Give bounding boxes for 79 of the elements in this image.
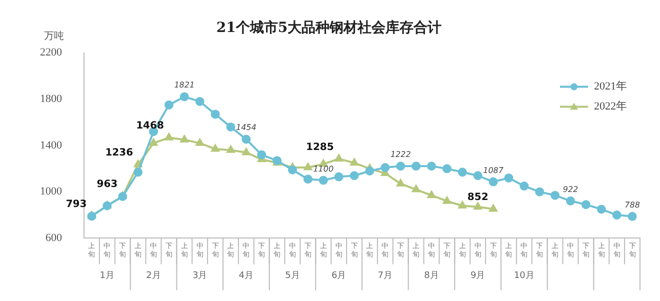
- point: [226, 146, 235, 153]
- point: [134, 168, 143, 177]
- text: 3月: [192, 271, 208, 282]
- point: [288, 165, 297, 174]
- point: [427, 162, 436, 171]
- point: [612, 210, 622, 220]
- point: [581, 200, 590, 210]
- point: [488, 177, 498, 186]
- point: [318, 176, 328, 185]
- y-tick-label: 2200: [40, 46, 62, 59]
- data-label: 922: [562, 184, 578, 194]
- data-label: 963: [96, 179, 118, 190]
- data-label: 1454: [236, 123, 256, 132]
- y-tick-label: 1800: [40, 93, 62, 106]
- point: [412, 185, 420, 192]
- point: [628, 212, 637, 221]
- point: [504, 173, 514, 182]
- point: [396, 179, 405, 186]
- y-axis-title: 万吨: [44, 30, 64, 42]
- text: 6月: [331, 271, 346, 282]
- point: [149, 138, 158, 146]
- point: [350, 158, 358, 166]
- chart-title: 21个城市5大品种钢材社会库存合计: [216, 19, 442, 36]
- point: [566, 196, 575, 206]
- text: 5月: [285, 271, 300, 282]
- point: [396, 162, 406, 171]
- text: 9月: [470, 271, 486, 282]
- point: [365, 166, 374, 176]
- data-label: 788: [624, 200, 640, 210]
- text: 2月: [146, 271, 161, 282]
- point: [596, 204, 606, 214]
- data-label: 793: [66, 198, 87, 210]
- point: [304, 163, 312, 170]
- point: [164, 100, 174, 110]
- y-tick-label: 600: [46, 232, 62, 244]
- text: 4月: [238, 271, 254, 282]
- legend-label: 2021年: [594, 80, 627, 93]
- point: [195, 96, 204, 106]
- point: [458, 168, 467, 177]
- point: [474, 202, 482, 210]
- point: [520, 182, 529, 191]
- point: [242, 148, 250, 156]
- point: [257, 150, 266, 160]
- text: 7月: [378, 271, 393, 282]
- data-label: 852: [467, 192, 488, 203]
- point: [473, 171, 482, 180]
- point: [334, 154, 343, 162]
- data-label: 1821: [174, 80, 195, 90]
- point: [427, 190, 436, 198]
- point: [242, 134, 251, 144]
- point: [442, 196, 451, 204]
- data-label: 1236: [105, 148, 134, 159]
- point: [458, 201, 466, 209]
- text: 10月: [514, 271, 534, 282]
- legend-label: 2022年: [594, 100, 627, 113]
- data-label: 1285: [306, 142, 334, 153]
- y-tick-label: 1000: [40, 186, 62, 198]
- point: [550, 190, 560, 200]
- data-label: 1222: [390, 150, 411, 160]
- point: [226, 122, 236, 132]
- point: [303, 174, 312, 184]
- point: [210, 110, 220, 119]
- point: [211, 144, 220, 152]
- point: [196, 138, 204, 146]
- text: 1月: [100, 271, 115, 282]
- point: [489, 204, 498, 212]
- y-tick-label: 1400: [40, 139, 62, 152]
- data-label: 1087: [483, 166, 504, 175]
- point: [180, 92, 189, 102]
- point: [180, 135, 188, 142]
- point: [164, 133, 173, 140]
- point: [412, 162, 421, 171]
- point: [334, 172, 344, 182]
- text: 8月: [424, 271, 439, 282]
- point: [442, 164, 452, 174]
- data-label: 1100: [313, 164, 334, 174]
- point: [380, 163, 390, 172]
- point: [535, 187, 544, 196]
- point: [350, 171, 359, 180]
